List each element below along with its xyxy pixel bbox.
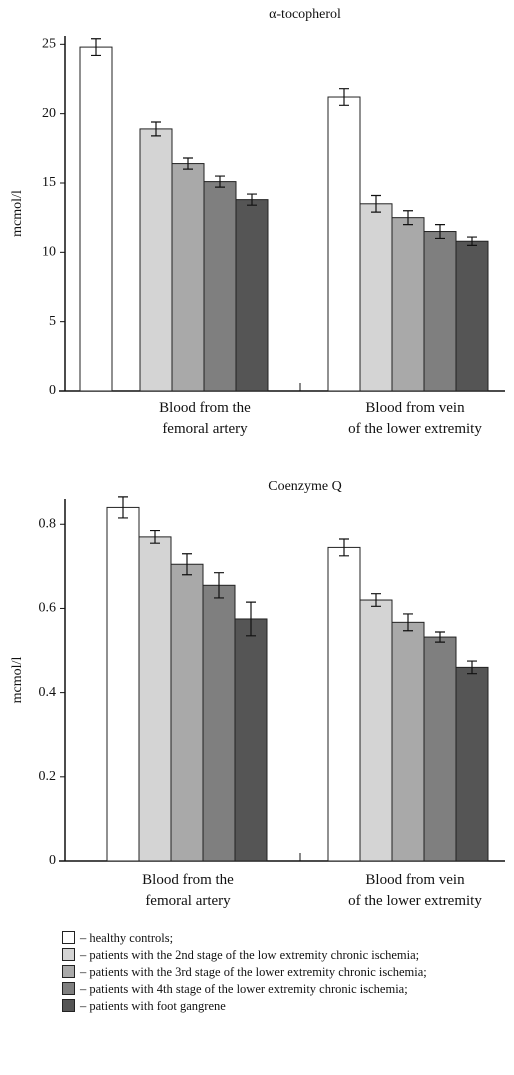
error-bar <box>183 157 193 170</box>
error-bar <box>403 613 413 632</box>
bar <box>423 636 457 862</box>
y-tick-label: 25 <box>42 37 56 52</box>
bar <box>455 240 489 392</box>
bar <box>170 563 204 862</box>
legend-label: – patients with the 3rd stage of the low… <box>80 965 427 979</box>
y-tick-label: 0.8 <box>39 516 57 531</box>
legend-item: – healthy controls; <box>62 930 512 947</box>
error-bar <box>467 660 477 675</box>
error-bar <box>403 210 413 226</box>
error-bar <box>150 529 160 544</box>
y-tick-label: 0.6 <box>39 601 57 616</box>
legend-label: – patients with the 2nd stage of the low… <box>80 948 420 962</box>
bar <box>79 46 113 392</box>
legend-item: – patients with foot gangrene <box>62 998 512 1015</box>
x-tick-label: Blood from the femoral artery <box>142 872 234 909</box>
bar <box>139 128 173 392</box>
x-tick-label: Blood from vein of the lower extremity <box>348 872 482 909</box>
y-tick-label: 0.4 <box>39 685 57 700</box>
bar <box>359 203 393 392</box>
y-tick-label: 0 <box>49 383 56 398</box>
bar <box>138 536 172 862</box>
legend-item: – patients with 4th stage of the lower e… <box>62 981 512 998</box>
legend-label: – healthy controls; <box>80 931 174 945</box>
bar <box>423 231 457 392</box>
y-axis-label: mcmol/l <box>10 657 25 704</box>
legend-label: – patients with 4th stage of the lower e… <box>80 982 408 996</box>
error-bar <box>371 194 381 213</box>
legend-item: – patients with the 2nd stage of the low… <box>62 947 512 964</box>
error-bar <box>339 538 349 557</box>
error-bar <box>339 88 349 106</box>
bar <box>455 666 489 862</box>
legend-swatch <box>62 948 75 961</box>
error-bar <box>371 593 381 607</box>
error-bar <box>91 38 101 57</box>
y-tick-label: 0 <box>49 853 56 868</box>
bar <box>235 199 269 392</box>
x-tick-label: Blood from vein of the lower extremity <box>348 400 482 437</box>
legend-label: – patients with foot gangrene <box>80 999 226 1013</box>
error-bar <box>467 236 477 246</box>
x-tick-label: Blood from the femoral artery <box>159 400 251 437</box>
chart-title: Coenzyme Q <box>268 479 341 494</box>
legend-swatch <box>62 931 75 944</box>
y-axis-label: mcmol/l <box>10 190 25 237</box>
legend-swatch <box>62 999 75 1012</box>
y-tick-label: 5 <box>49 314 56 329</box>
error-bar <box>182 553 192 576</box>
error-bar <box>118 496 128 519</box>
y-tick-label: 10 <box>42 245 56 260</box>
bar <box>327 546 361 862</box>
bar <box>327 96 361 392</box>
error-bar <box>247 193 257 206</box>
bar <box>202 584 236 862</box>
legend-swatch <box>62 982 75 995</box>
error-bar <box>435 631 445 643</box>
bar <box>203 181 237 392</box>
y-tick-label: 0.2 <box>39 769 57 784</box>
error-bar <box>215 175 225 188</box>
error-bar <box>435 223 445 240</box>
y-tick-label: 20 <box>42 106 56 121</box>
error-bar <box>214 572 224 599</box>
bar <box>359 599 393 862</box>
bar <box>391 621 425 862</box>
legend-item: – patients with the 3rd stage of the low… <box>62 964 512 981</box>
bar <box>171 163 205 392</box>
bar <box>391 217 425 392</box>
legend-swatch <box>62 965 75 978</box>
y-tick-label: 15 <box>42 175 56 190</box>
error-bar <box>151 121 161 137</box>
bar <box>106 506 140 862</box>
error-bar <box>246 601 256 637</box>
chart-title: α-tocopherol <box>269 7 341 22</box>
bar <box>234 618 268 862</box>
